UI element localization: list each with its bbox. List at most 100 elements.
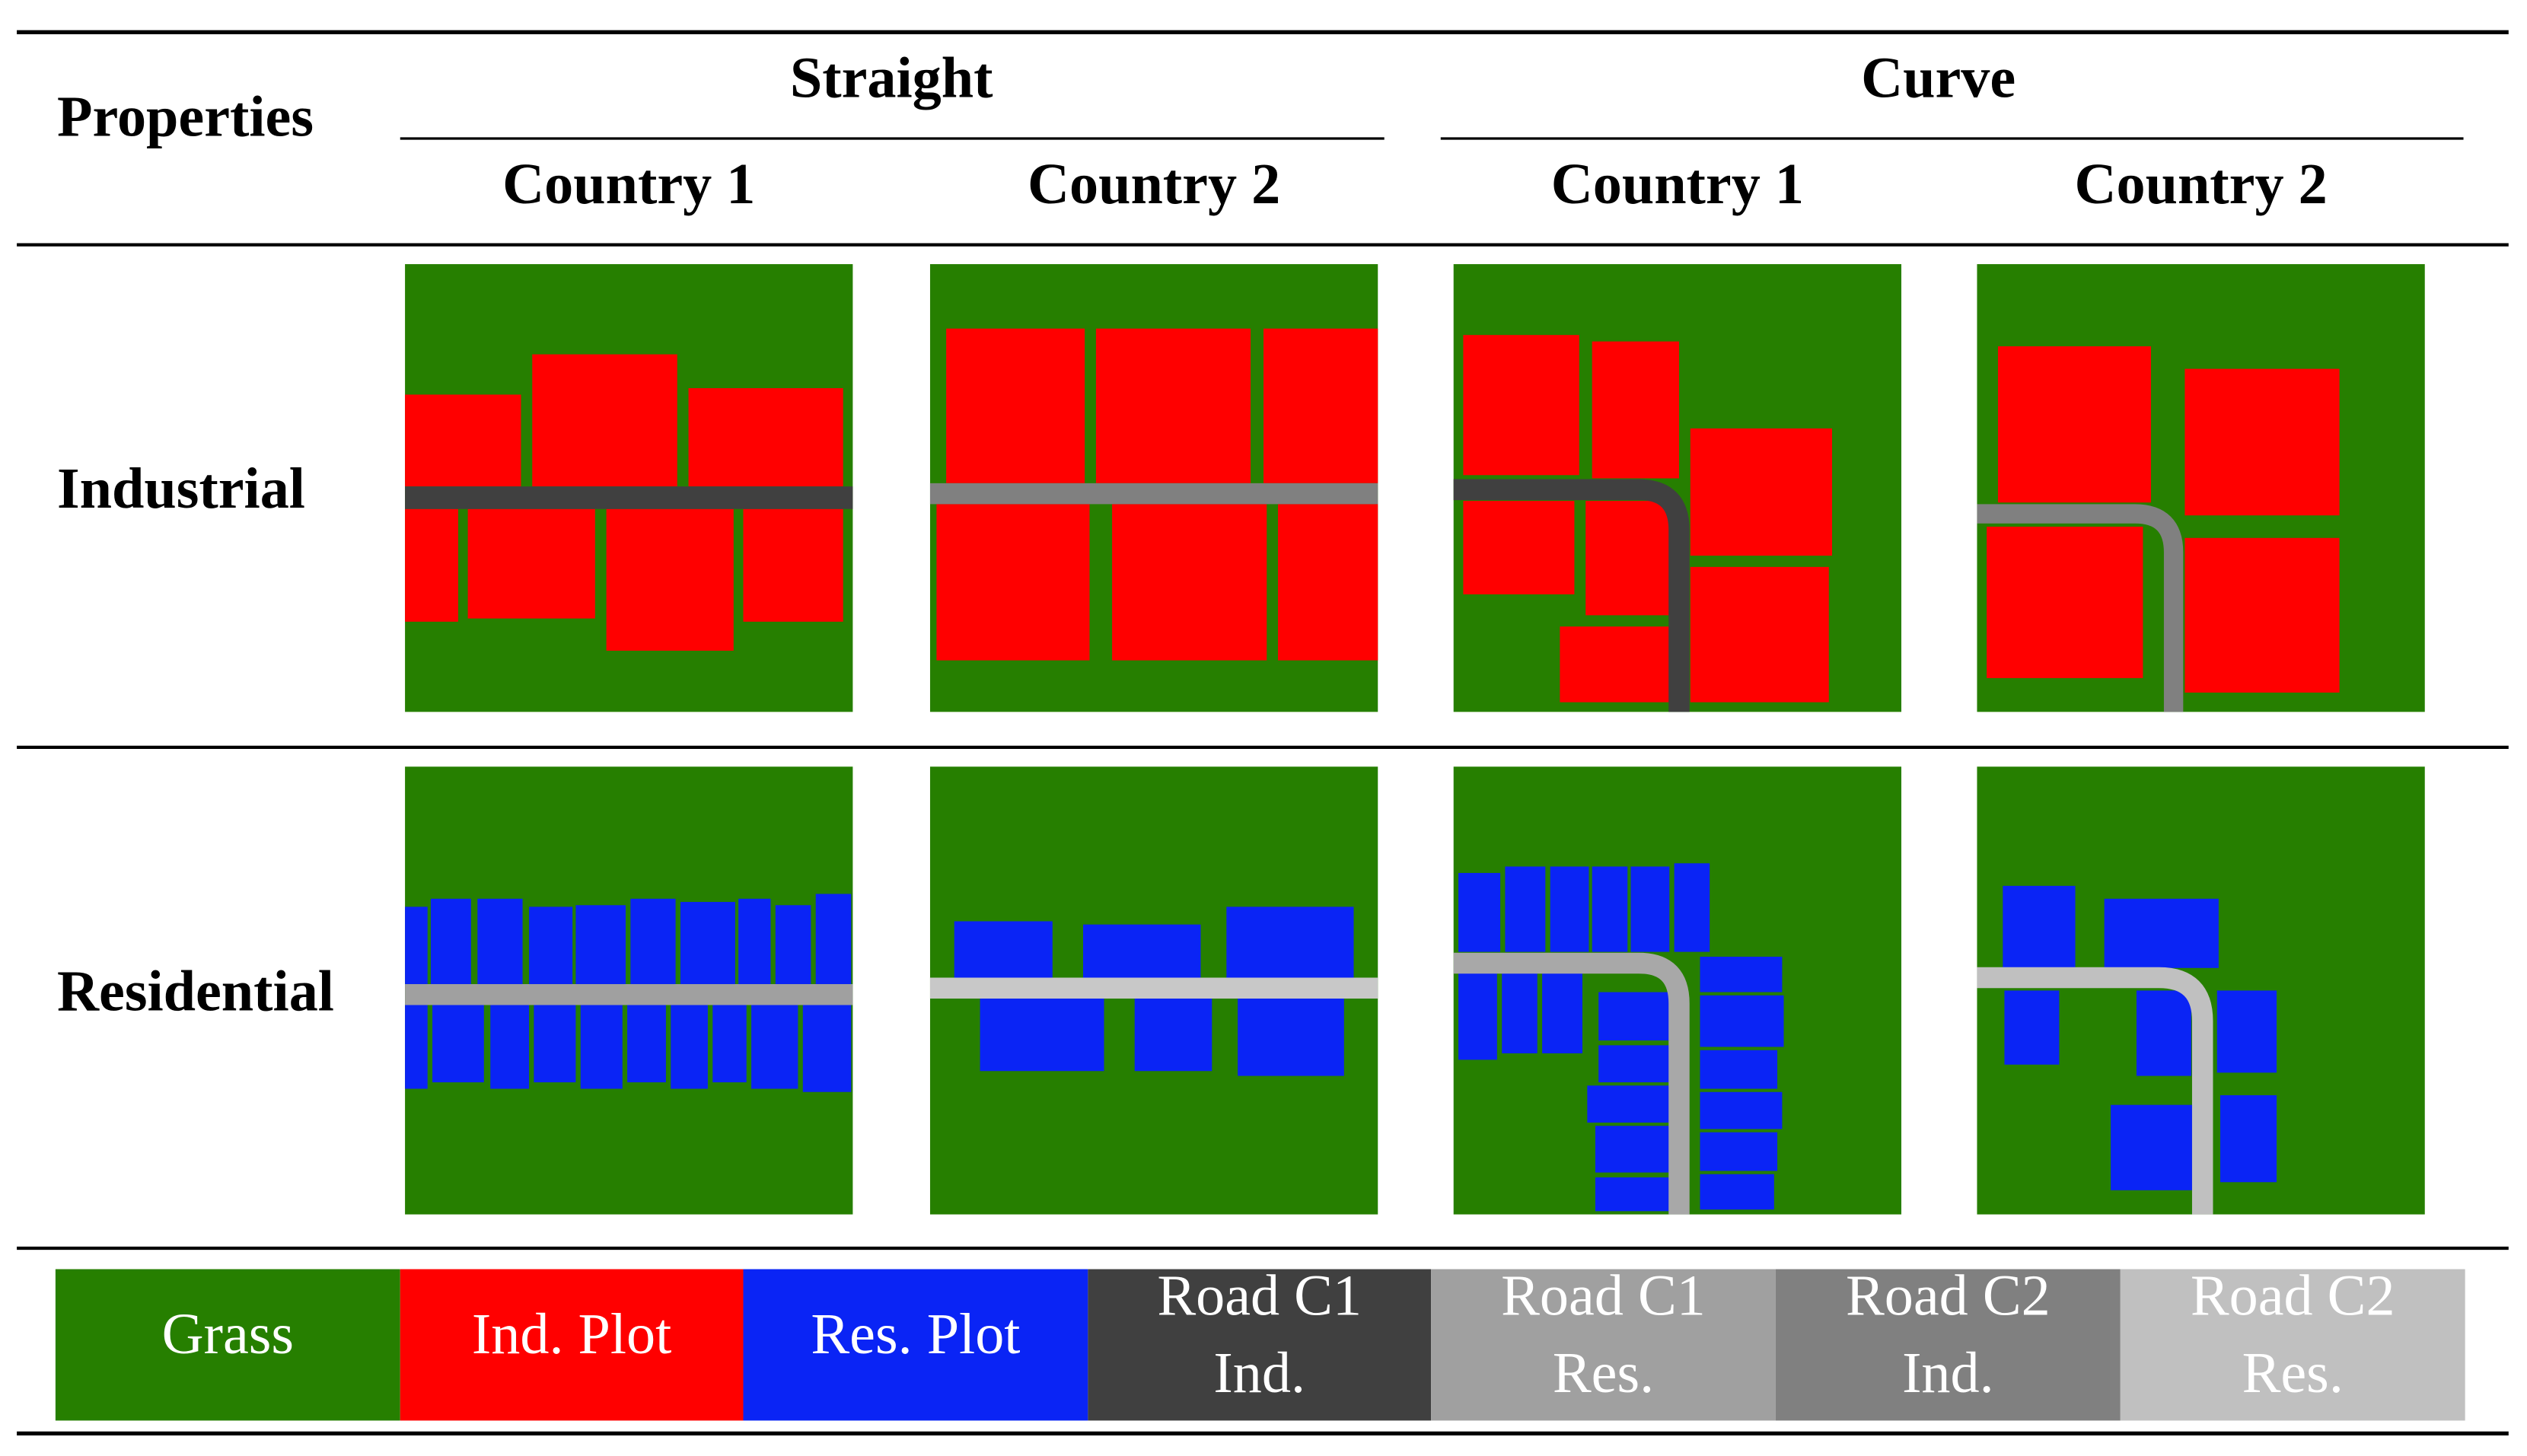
column-header: Country 2 <box>1028 152 1280 216</box>
industrial-plot <box>1690 566 1829 703</box>
road <box>1453 952 1690 1215</box>
legend-label: Res. <box>1553 1341 1654 1405</box>
residential-plot <box>954 921 1053 978</box>
residential-plot <box>1542 973 1582 1053</box>
industrial-plot <box>1560 626 1670 703</box>
residential-plot <box>627 1005 666 1083</box>
residential-plot <box>405 1005 428 1089</box>
legend-label: Road C1 <box>1157 1263 1362 1327</box>
residential-plot <box>2219 1094 2277 1183</box>
residential-plot <box>430 898 471 984</box>
industrial-plot <box>1463 501 1575 594</box>
residential-plot <box>2136 990 2191 1076</box>
residential-plot <box>2004 990 2060 1065</box>
industrial-plot <box>467 508 595 619</box>
legend-swatch <box>1088 1269 1432 1421</box>
residential-plot <box>1592 866 1628 952</box>
corner-header: Properties <box>57 84 314 148</box>
industrial-plot <box>405 394 521 487</box>
residential-plot <box>630 898 676 984</box>
residential-plot <box>575 905 626 984</box>
row-header: Industrial <box>57 457 305 521</box>
residential-plot <box>1674 863 1710 952</box>
column-header: Country 1 <box>502 152 755 216</box>
legend-label: Ind. <box>1213 1341 1305 1405</box>
industrial-plot <box>2184 368 2340 516</box>
legend-swatch <box>400 1269 744 1421</box>
residential-plot <box>802 1005 852 1092</box>
residential-plot <box>980 999 1104 1072</box>
industrial-plot <box>936 504 1090 661</box>
industrial-plot <box>1278 504 1378 661</box>
residential-plot <box>738 898 771 984</box>
residential-plot <box>1595 1177 1676 1212</box>
industrial-plot <box>1585 501 1670 616</box>
industrial-plot <box>1463 335 1579 476</box>
residential-plot <box>1630 866 1670 952</box>
legend-label: Road C1 <box>1501 1263 1706 1327</box>
legend-label: Res. <box>2242 1341 2344 1405</box>
residential-plot <box>534 1005 576 1083</box>
industrial-plot <box>688 387 843 487</box>
residential-plot <box>2216 990 2277 1073</box>
residential-plot <box>1700 1091 1783 1129</box>
residential-plot <box>751 1005 798 1089</box>
tiles <box>405 264 2425 1215</box>
residential-plot <box>1134 999 1213 1072</box>
legend-label: Ind. Plot <box>472 1302 671 1366</box>
legend-swatch <box>1431 1269 1776 1421</box>
residential-plot <box>580 1005 623 1089</box>
residential-plot <box>1595 1126 1676 1173</box>
industrial-plot <box>1987 526 2143 678</box>
residential-plot <box>1700 1174 1774 1210</box>
industrial-plot <box>1264 328 1378 483</box>
residential-plot <box>815 894 852 984</box>
residential-plot <box>1700 1132 1778 1171</box>
residential-plot <box>490 1005 530 1089</box>
legend-label: Res. Plot <box>811 1302 1020 1366</box>
residential-plot <box>1550 866 1589 952</box>
residential-plot <box>1700 956 1783 992</box>
residential-plot <box>477 898 523 984</box>
residential-plot <box>680 902 735 984</box>
residential-plot <box>1082 924 1201 978</box>
road <box>1977 504 2184 712</box>
group-header: Curve <box>1861 46 2016 110</box>
legend-label: Road C2 <box>2191 1263 2395 1327</box>
industrial-plot <box>1997 346 2151 503</box>
residential-plot <box>529 906 573 984</box>
industrial-plot <box>2184 537 2340 693</box>
residential-plot <box>712 1005 747 1083</box>
residential-plot <box>1598 992 1670 1041</box>
industrial-plot <box>1112 504 1267 661</box>
industrial-plot <box>1690 428 1833 556</box>
legend-swatch <box>743 1269 1088 1421</box>
industrial-plot <box>946 328 1085 483</box>
legend: Grass Ind. Plot Res. Plot Road C1 Ind. Road C… <box>55 1263 2465 1421</box>
residential-plot <box>1505 866 1546 952</box>
road <box>1977 967 2213 1215</box>
group-header: Straight <box>790 46 993 110</box>
residential-plot <box>1598 1045 1670 1083</box>
residential-plot <box>1458 973 1497 1060</box>
residential-plot <box>2003 885 2076 968</box>
industrial-plot <box>1095 328 1251 483</box>
residential-plot <box>1502 973 1538 1053</box>
residential-plot <box>1226 906 1354 978</box>
industrial-plot <box>532 354 677 487</box>
residential-plot <box>1700 1050 1778 1089</box>
legend-label: Ind. <box>1902 1341 1994 1405</box>
residential-plot <box>671 1005 708 1089</box>
legend-swatch <box>55 1269 400 1421</box>
industrial-plot <box>405 508 458 622</box>
residential-plot <box>1700 995 1784 1047</box>
column-header: Country 1 <box>1551 152 1804 216</box>
column-header: Country 2 <box>2074 152 2327 216</box>
residential-plot <box>1238 999 1344 1076</box>
residential-plot <box>1587 1085 1676 1123</box>
legend-swatch <box>1775 1269 2121 1421</box>
residential-plot <box>405 906 428 984</box>
residential-plot <box>1458 872 1501 952</box>
